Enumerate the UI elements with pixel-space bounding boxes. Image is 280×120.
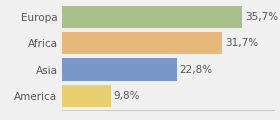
Text: 22,8%: 22,8%: [180, 65, 213, 75]
Text: 35,7%: 35,7%: [245, 12, 278, 22]
Bar: [62, 32, 222, 54]
Bar: [62, 58, 177, 81]
Bar: [62, 6, 242, 28]
Text: 31,7%: 31,7%: [225, 38, 258, 48]
Text: 9,8%: 9,8%: [114, 91, 140, 101]
Bar: [62, 85, 111, 107]
